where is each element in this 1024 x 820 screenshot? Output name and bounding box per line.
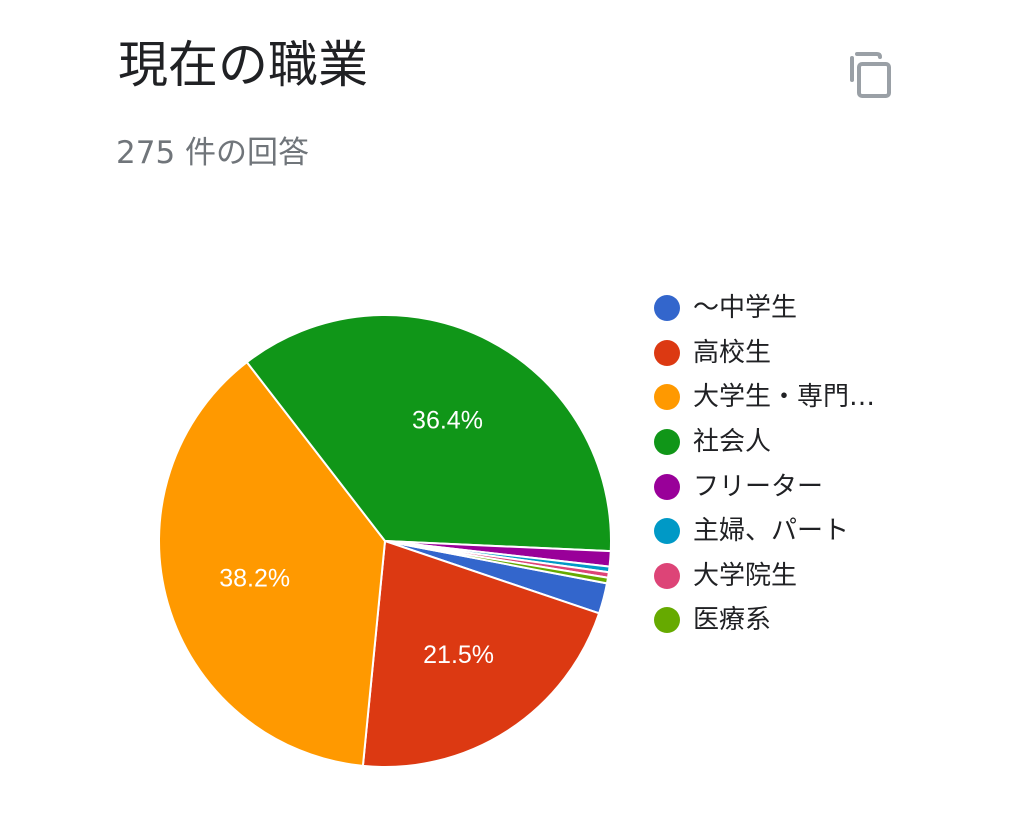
- copy-chart-button[interactable]: [838, 40, 902, 104]
- pie-slice-label-2: 38.2%: [219, 565, 290, 593]
- legend-label: 大学生・専門…: [693, 382, 876, 413]
- copy-icon: [850, 52, 891, 98]
- legend-swatch: [654, 429, 680, 456]
- legend-label: 社会人: [693, 427, 772, 458]
- legend-swatch: [654, 473, 680, 500]
- legend-swatch: [654, 562, 680, 589]
- legend-swatch: [654, 339, 680, 366]
- legend-item-6[interactable]: 大学院生: [654, 554, 875, 599]
- response-count: 275 件の回答: [116, 135, 310, 171]
- pie-slice-7[interactable]: [384, 540, 609, 585]
- legend-label: 医療系: [693, 605, 772, 636]
- pie-slice-labels: 21.5% 38.2% 36.4%: [219, 407, 494, 669]
- legend-item-2[interactable]: 大学生・専門…: [654, 375, 875, 420]
- pie-slice-1[interactable]: [361, 540, 601, 768]
- pie-slice-3[interactable]: [245, 314, 612, 553]
- legend-item-7[interactable]: 医療系: [654, 598, 875, 643]
- legend-item-0[interactable]: 〜中学生: [654, 286, 875, 331]
- legend-item-3[interactable]: 社会人: [654, 420, 875, 465]
- pie-slices: [158, 314, 612, 768]
- legend-label: 高校生: [693, 337, 772, 368]
- chart-legend: 〜中学生高校生大学生・専門… 社会人フリーター主婦、パート 大学院生医療系: [654, 286, 875, 643]
- legend-item-4[interactable]: フリーター: [654, 464, 875, 509]
- legend-label: 〜中学生: [693, 293, 798, 324]
- legend-label: フリーター: [693, 471, 824, 502]
- pie-slice-label-3: 36.4%: [412, 407, 483, 435]
- pie-slice-2[interactable]: [158, 361, 386, 767]
- legend-swatch: [654, 518, 680, 545]
- legend-item-5[interactable]: 主婦、パート: [654, 509, 875, 554]
- page-title: 現在の職業: [118, 36, 368, 94]
- legend-item-1[interactable]: 高校生: [654, 331, 875, 376]
- legend-swatch: [654, 607, 680, 634]
- legend-label: 大学院生: [693, 560, 798, 591]
- legend-label: 主婦、パート: [693, 516, 850, 547]
- pie-slice-label-1: 21.5%: [423, 641, 494, 669]
- legend-swatch: [654, 384, 680, 411]
- legend-swatch: [654, 295, 680, 322]
